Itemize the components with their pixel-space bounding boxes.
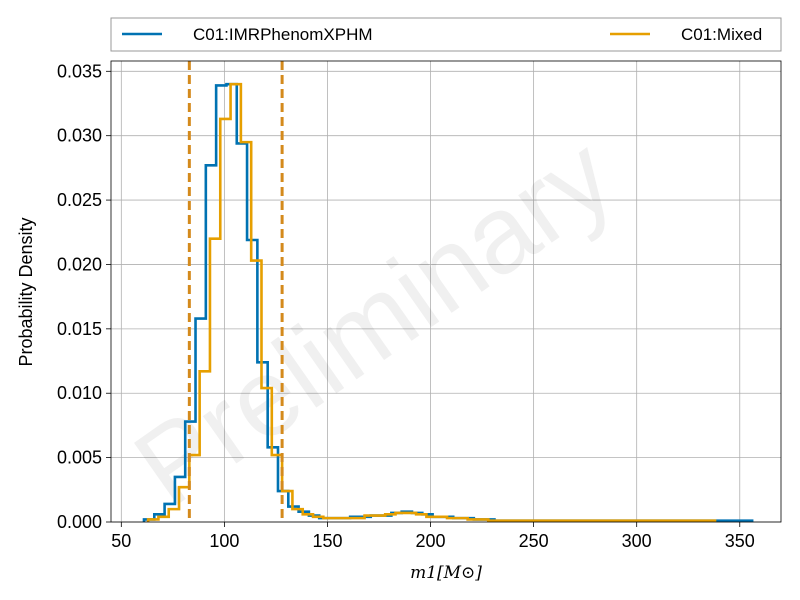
x-tick-label: 350 <box>725 531 755 551</box>
x-tick-label: 100 <box>209 531 239 551</box>
x-axis-label: m1[M⊙] <box>410 563 482 583</box>
x-tick-label: 50 <box>111 531 131 551</box>
x-tick-label: 150 <box>312 531 342 551</box>
legend-box <box>110 17 782 52</box>
y-tick-label: 0.015 <box>57 319 102 339</box>
grid <box>111 61 781 523</box>
histogram-step-line <box>146 82 717 523</box>
y-tick-label: 0.020 <box>57 254 102 274</box>
watermark: Preliminary <box>113 113 634 529</box>
series-group <box>142 82 754 523</box>
y-tick-label: 0.030 <box>57 126 102 146</box>
y-axis-label: Probability Density <box>16 217 36 366</box>
x-tick-label: 300 <box>622 531 652 551</box>
legend-entry: C01:IMRPhenomXPHM <box>193 25 373 44</box>
y-tick-label: 0.010 <box>57 383 102 403</box>
vlines-group <box>187 61 284 522</box>
y-tick-label: 0.005 <box>57 448 102 468</box>
x-ticks: 50 100 150 200 250 300 350 <box>111 522 755 551</box>
plot-frame <box>110 60 782 523</box>
legend-entry: C01:Mixed <box>681 25 762 44</box>
x-tick-label: 200 <box>416 531 446 551</box>
legend: C01:IMRPhenomXPHM C01:Mixed <box>110 17 782 52</box>
series-2 <box>146 82 717 523</box>
x-tick-label: 250 <box>519 531 549 551</box>
y-ticks: 0.000 0.005 0.010 0.015 0.020 0.025 0.030 0.035 <box>57 61 111 532</box>
y-tick-label: 0.035 <box>57 61 102 81</box>
y-tick-label: 0.025 <box>57 190 102 210</box>
y-tick-label: 0.000 <box>57 512 102 532</box>
